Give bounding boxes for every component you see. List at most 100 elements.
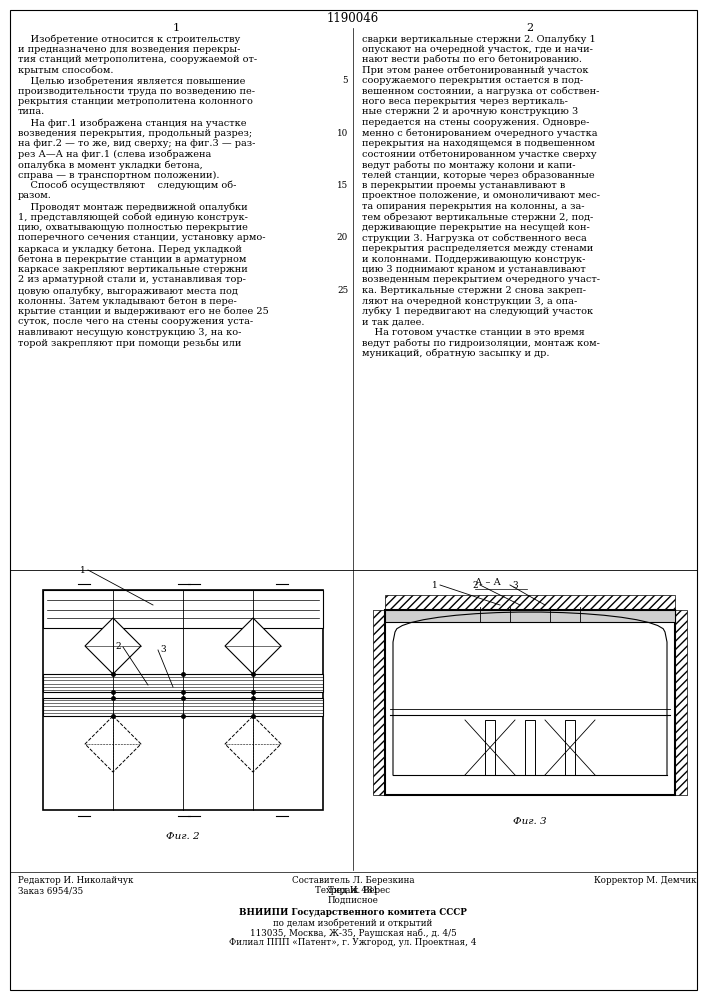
Text: Целью изобретения является повышение: Целью изобретения является повышение [18,76,245,86]
Bar [565,720,575,775]
Text: тем обрезают вертикальные стержни 2, под-: тем обрезают вертикальные стержни 2, под… [362,213,593,222]
Text: и так далее.: и так далее. [362,318,424,326]
Text: менно с бетонированием очередного участка: менно с бетонированием очередного участк… [362,128,597,138]
Text: ляют на очередной конструкции 3, а опа-: ляют на очередной конструкции 3, а опа- [362,296,577,306]
Text: по делам изобретений и открытий: по делам изобретений и открытий [274,918,433,928]
Text: 2: 2 [115,642,121,651]
Bar [43,590,323,810]
Text: Техред И. Верес: Техред И. Верес [315,886,390,895]
Text: возведения перекрытия, продольный разрез;: возведения перекрытия, продольный разрез… [18,128,252,137]
Text: Фиг. 2: Фиг. 2 [166,832,200,841]
Text: Фиг. 3: Фиг. 3 [513,817,547,826]
Text: цовую опалубку, выгораживают места под: цовую опалубку, выгораживают места под [18,286,238,296]
Text: тия станций метрополитена, сооружаемой от-: тия станций метрополитена, сооружаемой о… [18,55,257,64]
Text: ка. Вертикальные стержни 2 снова закреп-: ка. Вертикальные стержни 2 снова закреп- [362,286,586,295]
Text: 25: 25 [337,286,348,295]
Text: лубку 1 передвигают на следующий участок: лубку 1 передвигают на следующий участок [362,307,593,316]
Text: На фиг.1 изображена станция на участке: На фиг.1 изображена станция на участке [18,118,247,127]
Text: перекрытия на находящемся в подвешенном: перекрытия на находящемся в подвешенном [362,139,595,148]
Polygon shape [85,618,141,674]
Text: А – А: А – А [475,578,501,587]
Text: проектное положение, и омоноличивают мес-: проектное положение, и омоноличивают мес… [362,192,600,200]
Text: вешенном состоянии, а нагрузка от собствен-: вешенном состоянии, а нагрузка от собств… [362,87,600,96]
Text: рез А—А на фиг.1 (слева изображена: рез А—А на фиг.1 (слева изображена [18,149,211,159]
Text: Редактор И. Николайчук: Редактор И. Николайчук [18,876,134,885]
Text: 3: 3 [160,645,166,654]
Text: На готовом участке станции в это время: На готовом участке станции в это время [362,328,585,337]
Text: каркаса и укладку бетона. Перед укладкой: каркаса и укладку бетона. Перед укладкой [18,244,242,253]
Text: поперечного сечения станции, установку армо-: поперечного сечения станции, установку а… [18,233,266,242]
Bar [385,610,675,622]
Bar [43,674,323,692]
Text: 3: 3 [512,581,518,590]
Text: 1: 1 [173,23,180,33]
Text: 2 из арматурной стали и, устанавливая тор-: 2 из арматурной стали и, устанавливая то… [18,275,246,284]
Text: каркасе закрепляют вертикальные стержни: каркасе закрепляют вертикальные стержни [18,265,247,274]
Text: При этом ранее отбетонированный участок: При этом ранее отбетонированный участок [362,66,588,75]
Text: возведенным перекрытием очередного участ-: возведенным перекрытием очередного участ… [362,275,600,284]
Text: производительности труда по возведению пе-: производительности труда по возведению п… [18,87,255,96]
Text: навливают несущую конструкцию 3, на ко-: навливают несущую конструкцию 3, на ко- [18,328,241,337]
Bar [43,698,323,716]
Text: типа.: типа. [18,107,45,116]
Text: 1190046: 1190046 [327,12,379,25]
Text: Филиал ППП «Патент», г. Ужгород, ул. Проектная, 4: Филиал ППП «Патент», г. Ужгород, ул. Про… [229,938,477,947]
Text: и предназначено для возведения перекры-: и предназначено для возведения перекры- [18,44,240,53]
Text: струкции 3. Нагрузка от собственного веса: струкции 3. Нагрузка от собственного вес… [362,233,587,243]
Text: разом.: разом. [18,192,52,200]
Bar [525,720,535,775]
Text: бетона в перекрытие станции в арматурном: бетона в перекрытие станции в арматурном [18,254,246,264]
Text: ные стержни 2 и арочную конструкцию 3: ные стержни 2 и арочную конструкцию 3 [362,107,578,116]
Text: ведут работы по монтажу колони и капи-: ведут работы по монтажу колони и капи- [362,160,575,169]
Polygon shape [225,716,281,772]
Text: 5: 5 [342,76,348,85]
Text: ного веса перекрытия через вертикаль-: ного веса перекрытия через вертикаль- [362,97,568,106]
Bar [373,610,385,795]
Bar [385,610,675,795]
Text: состоянии отбетонированном участке сверху: состоянии отбетонированном участке сверх… [362,149,597,159]
Text: передается на стены сооружения. Одновре-: передается на стены сооружения. Одновре- [362,118,590,127]
Text: суток, после чего на стены сооружения уста-: суток, после чего на стены сооружения ус… [18,318,253,326]
Text: цию, охватывающую полностью перекрытие: цию, охватывающую полностью перекрытие [18,223,248,232]
Text: крытие станции и выдерживают его не более 25: крытие станции и выдерживают его не боле… [18,307,269,316]
Text: 1, представляющей собой единую конструк-: 1, представляющей собой единую конструк- [18,213,248,222]
Polygon shape [225,618,281,674]
Text: 2: 2 [472,581,478,590]
Bar [385,595,675,610]
Text: на фиг.2 — то же, вид сверху; на фиг.3 — раз-: на фиг.2 — то же, вид сверху; на фиг.3 —… [18,139,255,148]
Text: ведут работы по гидроизоляции, монтаж ком-: ведут работы по гидроизоляции, монтаж ко… [362,338,600,348]
Bar [675,610,687,795]
Text: 113035, Москва, Ж-35, Раушская наб., д. 4/5: 113035, Москва, Ж-35, Раушская наб., д. … [250,928,456,938]
Text: крытым способом.: крытым способом. [18,66,114,75]
Text: нают вести работы по его бетонированию.: нают вести работы по его бетонированию. [362,55,582,64]
Text: та опирания перекрытия на колонны, а за-: та опирания перекрытия на колонны, а за- [362,202,585,211]
Text: держивающие перекрытие на несущей кон-: держивающие перекрытие на несущей кон- [362,223,590,232]
Text: рекрытия станции метрополитена колонного: рекрытия станции метрополитена колонного [18,97,253,106]
Bar [43,590,323,628]
Text: Корректор М. Демчик: Корректор М. Демчик [595,876,697,885]
Polygon shape [85,716,141,772]
Text: колонны. Затем укладывают бетон в пере-: колонны. Затем укладывают бетон в пере- [18,296,237,306]
Text: опалубка в момент укладки бетона,: опалубка в момент укладки бетона, [18,160,203,169]
Text: Способ осуществляют    следующим об-: Способ осуществляют следующим об- [18,181,236,190]
Text: в перекрытии проемы устанавливают в: в перекрытии проемы устанавливают в [362,181,566,190]
Text: 1: 1 [432,581,438,590]
Text: 20: 20 [337,233,348,242]
Text: телей станции, которые через образованные: телей станции, которые через образованны… [362,170,595,180]
Text: и колоннами. Поддерживающую конструк-: и колоннами. Поддерживающую конструк- [362,254,585,263]
Text: Проводят монтаж передвижной опалубки: Проводят монтаж передвижной опалубки [18,202,247,212]
Text: Тираж 481: Тираж 481 [328,886,378,895]
Text: муникаций, обратную засыпку и др.: муникаций, обратную засыпку и др. [362,349,549,359]
Text: торой закрепляют при помощи резьбы или: торой закрепляют при помощи резьбы или [18,338,241,348]
Text: сварки вертикальные стержни 2. Опалубку 1: сварки вертикальные стержни 2. Опалубку … [362,34,596,43]
Text: опускают на очередной участок, где и начи-: опускают на очередной участок, где и нач… [362,44,593,53]
Text: 15: 15 [337,181,348,190]
Text: перекрытия распределяется между стенами: перекрытия распределяется между стенами [362,244,593,253]
Text: Подписное: Подписное [327,896,378,905]
Text: Составитель Л. Березкина: Составитель Л. Березкина [292,876,414,885]
Text: ВНИИПИ Государственного комитета СССР: ВНИИПИ Государственного комитета СССР [239,908,467,917]
Text: 2: 2 [527,23,534,33]
Text: Изобретение относится к строительству: Изобретение относится к строительству [18,34,240,43]
Text: 1: 1 [80,566,86,575]
Text: цию 3 поднимают краном и устанавливают: цию 3 поднимают краном и устанавливают [362,265,586,274]
